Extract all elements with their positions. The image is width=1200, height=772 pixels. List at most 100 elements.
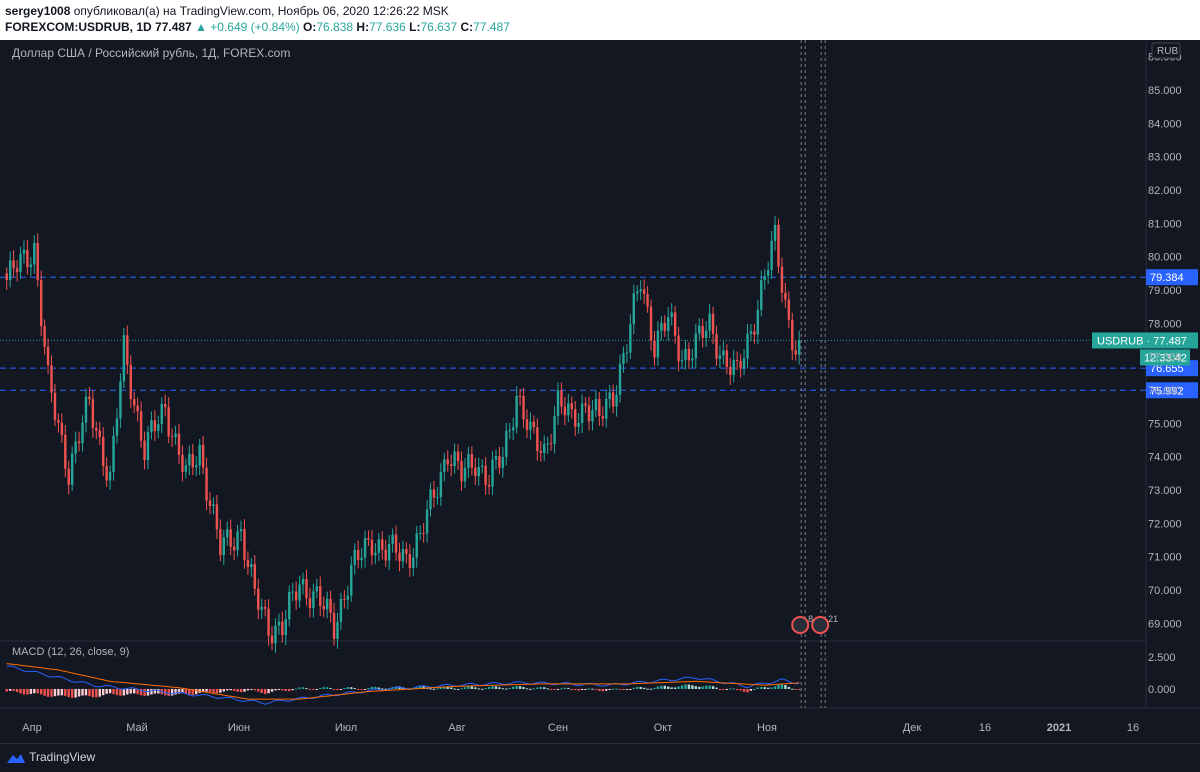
macd-histogram-bar (374, 686, 377, 689)
macd-histogram-bar (467, 686, 470, 689)
macd-histogram-bar (343, 688, 346, 690)
macd-histogram-bar (749, 688, 753, 691)
candle-body (408, 553, 412, 568)
candle-body (239, 529, 243, 532)
macd-histogram-bar (270, 688, 274, 692)
macd-histogram-bar (608, 688, 611, 690)
footer: TradingView (0, 743, 1200, 772)
macd-histogram-bar (560, 688, 563, 690)
macd-histogram-bar (742, 688, 746, 692)
macd-histogram-bar (698, 686, 701, 689)
macd-signal-line (6, 663, 800, 700)
macd-histogram-bar (253, 688, 257, 691)
candle-body (680, 359, 684, 362)
macd-histogram-bar (360, 688, 363, 690)
candle-body (746, 333, 749, 359)
candle-body (711, 313, 715, 334)
candle-body (622, 353, 625, 364)
candle-body (708, 313, 711, 331)
macd-histogram-bar (529, 688, 532, 690)
macd-histogram-bar (201, 688, 205, 692)
candle-body (74, 441, 77, 454)
macd-histogram-bar (174, 688, 177, 695)
candle-body (787, 299, 791, 320)
candle-body (739, 360, 742, 369)
macd-histogram-bar (246, 688, 250, 691)
candle-body (567, 403, 570, 416)
candle-body (677, 335, 680, 362)
macd-histogram-bar (646, 688, 649, 690)
chart-area[interactable] (0, 40, 1200, 743)
candle-body (312, 591, 315, 609)
macd-histogram-bar (219, 688, 222, 693)
macd-histogram-bar (226, 688, 229, 691)
candle-body (167, 407, 170, 437)
macd-histogram-bar (594, 688, 598, 690)
macd-histogram-bar (332, 688, 336, 690)
macd-histogram-bar (312, 688, 315, 690)
macd-histogram-bar (577, 688, 580, 691)
candle-body (415, 533, 418, 558)
candle-body (246, 560, 250, 567)
candle-body (667, 317, 670, 331)
x-tick-label: Ноя (757, 722, 777, 734)
candle-body (632, 293, 636, 325)
macd-histogram-bar (732, 688, 735, 690)
macd-indicator-label[interactable]: MACD (12, 26, close, 9) (12, 646, 130, 658)
tradingview-logo[interactable]: TradingView (6, 750, 95, 764)
macd-histogram-bar (167, 688, 170, 696)
macd-histogram-bar (694, 686, 698, 689)
macd-histogram-bar (543, 687, 546, 689)
candle-body (556, 390, 560, 416)
macd-histogram-bar (729, 688, 732, 690)
candle-body (164, 403, 167, 408)
candle-body (84, 396, 88, 423)
author-name[interactable]: sergey1008 (5, 4, 71, 18)
macd-histogram-bar (143, 688, 146, 696)
x-tick-label: Апр (22, 722, 41, 734)
macd-histogram-bar (353, 688, 356, 690)
candle-body (101, 437, 105, 467)
publication-header: sergey1008 опубликовал(а) на TradingView… (0, 0, 1200, 40)
candle-body (422, 532, 425, 534)
macd-histogram-bar (263, 688, 267, 695)
candle-body (701, 325, 704, 338)
macd-histogram-bar (591, 688, 594, 690)
candle-body (205, 467, 208, 501)
macd-histogram-bar (660, 685, 663, 689)
candle-body (339, 598, 343, 622)
macd-histogram-bar (670, 687, 673, 689)
candle-body (663, 323, 667, 331)
macd-histogram-bar (532, 688, 536, 690)
macd-histogram-bar (656, 686, 660, 689)
macd-histogram-bar (563, 687, 567, 689)
candle-body (749, 331, 753, 334)
macd-histogram-bar (539, 686, 542, 689)
candle-body (546, 443, 549, 445)
candle-body (511, 427, 515, 431)
candle-body (608, 392, 611, 399)
candle-body (532, 421, 536, 428)
candle-body (653, 340, 656, 358)
candle-body (353, 549, 356, 565)
y-tick-label: 73.000 (1148, 485, 1182, 497)
macd-histogram-bar (205, 688, 208, 692)
macd-histogram-bar (463, 687, 467, 689)
macd-histogram-bar (439, 687, 443, 689)
candle-body (584, 403, 587, 406)
candle-body (784, 292, 787, 300)
macd-histogram-bar (84, 688, 88, 696)
candle-body (12, 260, 15, 269)
candle-body (539, 451, 542, 453)
candle-body (715, 333, 718, 359)
candle-body (698, 325, 701, 334)
macd-histogram-bar (508, 687, 511, 689)
macd-histogram-bar (60, 688, 64, 696)
y-tick-label: 76.000 (1148, 385, 1182, 397)
candle-body (363, 538, 367, 558)
candle-body (467, 454, 470, 468)
macd-histogram-bar (687, 684, 691, 689)
macd-histogram-bar (70, 688, 74, 698)
macd-histogram-bar (29, 688, 33, 694)
